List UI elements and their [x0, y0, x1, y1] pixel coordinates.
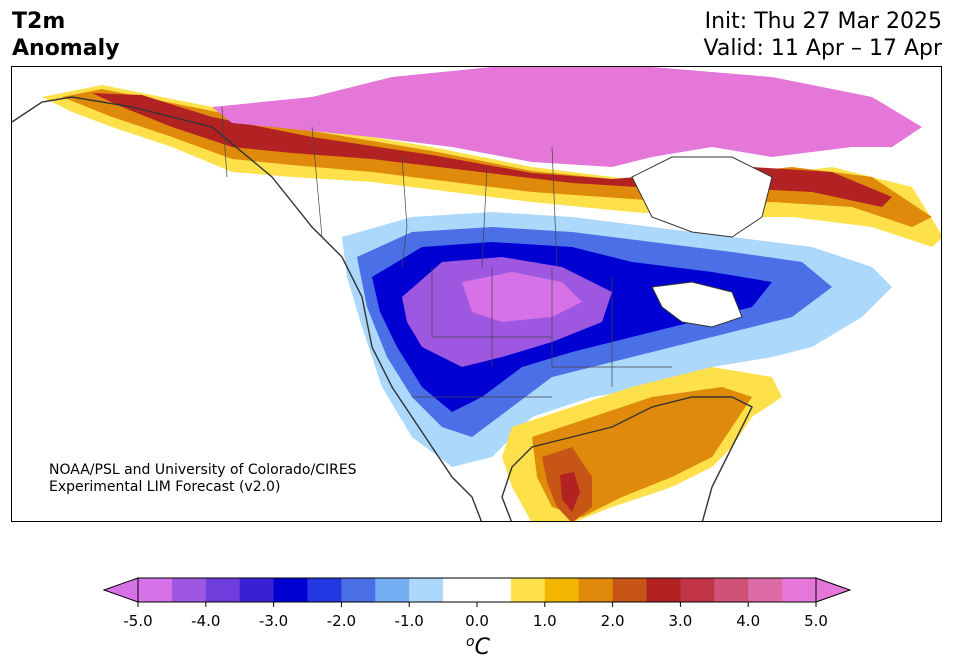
colorbar-tick-label: -4.0: [191, 612, 220, 630]
state-borders: [221, 106, 672, 398]
colorbar-ticks: -5.0 -4.0 -3.0 -2.0 -1.0 0.0 1.0 2.0 3.0 4.0 5.0: [123, 602, 828, 630]
colorbar-bin: [171, 578, 207, 602]
map-canvas: [12, 67, 941, 521]
colorbar-bin: [375, 578, 410, 602]
colorbar-bins: [102, 577, 852, 603]
hudson-bay: [631, 156, 773, 238]
colorbar-bin: [714, 578, 749, 602]
colorbar-bin: [544, 578, 580, 602]
colorbar-bin: [680, 578, 715, 602]
colorbar-bin: [646, 578, 681, 602]
title-line-2: Anomaly: [12, 36, 120, 61]
colorbar-bin: [477, 578, 512, 602]
credit-line-1: NOAA/PSL and University of Colorado/CIRE…: [49, 462, 357, 478]
great-lakes: [651, 281, 743, 328]
credit-text: NOAA/PSL and University of Colorado/CIRE…: [49, 462, 357, 496]
colorbar-bin: [138, 578, 173, 602]
colorbar-bin: [205, 578, 241, 602]
coastline: [12, 96, 753, 521]
colorbar-bin: [578, 578, 614, 602]
colorbar-bin: [273, 578, 308, 602]
colorbar-tick-label: 5.0: [804, 612, 828, 630]
unit-base: C: [475, 635, 491, 660]
colorbar-bin: [782, 578, 817, 602]
colorbar-bin: [748, 578, 783, 602]
anomaly-region-magenta-north: [212, 67, 922, 167]
colorbar-bin: [510, 578, 546, 602]
colorbar-tick-label: 3.0: [668, 612, 692, 630]
credit-line-2: Experimental LIM Forecast (v2.0): [49, 479, 281, 495]
colorbar-bin: [239, 578, 275, 602]
colorbar-tick-label: -5.0: [123, 612, 152, 630]
title-line-1: T2m: [12, 9, 66, 34]
colorbar-bin: [443, 578, 478, 602]
colorbar-extend-min: [102, 577, 139, 603]
colorbar-bin: [341, 578, 376, 602]
colorbar-tick-label: 0.0: [465, 612, 489, 630]
colorbar-unit: oC: [466, 634, 491, 660]
anomaly-map: NOAA/PSL and University of Colorado/CIRE…: [11, 66, 942, 522]
colorbar-bin: [307, 578, 342, 602]
colorbar-tick-label: 1.0: [533, 612, 557, 630]
colorbar-tick-label: 2.0: [601, 612, 625, 630]
unit-superscript: o: [466, 634, 475, 650]
colorbar-tick-label: -2.0: [327, 612, 356, 630]
init-date: Init: Thu 27 Mar 2025: [704, 9, 942, 34]
colorbar-bin: [409, 578, 444, 602]
map-title: T2m Anomaly: [12, 8, 119, 62]
colorbar-extend-max: [815, 577, 852, 603]
anomaly-region-warm-south-4: [560, 472, 580, 512]
colorbar-tick-label: -3.0: [259, 612, 288, 630]
colorbar-tick-label: 4.0: [736, 612, 760, 630]
forecast-dates: Init: Thu 27 Mar 2025 Valid: 11 Apr – 17…: [704, 8, 943, 62]
colorbar-tick-label: -1.0: [395, 612, 424, 630]
colorbar-bin: [612, 578, 647, 602]
valid-date: Valid: 11 Apr – 17 Apr: [703, 36, 943, 61]
